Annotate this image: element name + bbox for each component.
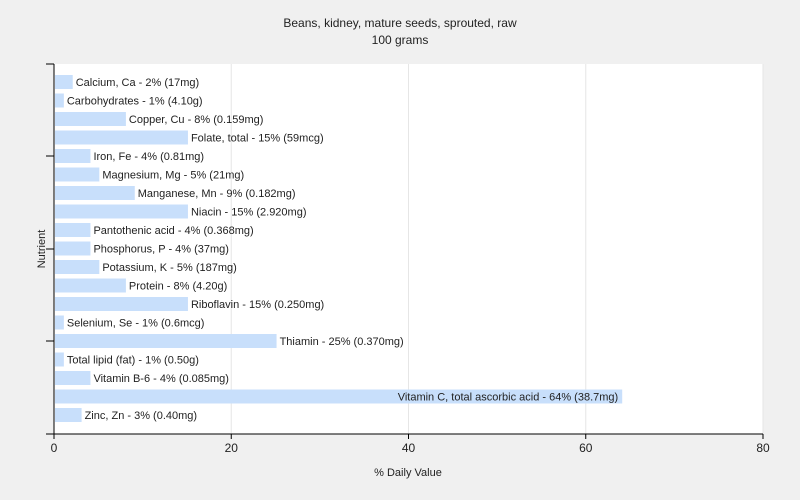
- bar: [55, 278, 126, 293]
- bar-label: Magnesium, Mg - 5% (21mg): [102, 170, 244, 182]
- x-tick-label: 60: [579, 441, 593, 455]
- bars: [55, 75, 623, 422]
- bar: [55, 130, 188, 145]
- bar: [55, 223, 91, 237]
- bar-label: Folate, total - 15% (59mcg): [191, 133, 324, 145]
- bar: [55, 334, 277, 348]
- bar-label: Niacin - 15% (2.920mg): [191, 207, 307, 219]
- chart-title: Beans, kidney, mature seeds, sprouted, r…: [283, 16, 517, 30]
- grid: [230, 64, 764, 434]
- bar: [55, 241, 91, 256]
- bar-label: Pantothenic acid - 4% (0.368mg): [93, 225, 253, 237]
- chart-subtitle: 100 grams: [372, 33, 429, 47]
- bar-labels: Calcium, Ca - 2% (17mg) Carbohydrates - 1…: [67, 77, 618, 422]
- bar: [55, 297, 188, 311]
- bar-label: Vitamin C, total ascorbic acid - 64% (38…: [398, 392, 619, 404]
- x-tick-label: 40: [402, 441, 416, 455]
- bar-label: Copper, Cu - 8% (0.159mg): [129, 114, 264, 126]
- bar: [55, 315, 64, 330]
- x-tick-label: 20: [225, 441, 239, 455]
- bar: [55, 112, 126, 126]
- bar-label: Iron, Fe - 4% (0.81mg): [93, 151, 204, 163]
- y-axis-title: Nutrient: [36, 230, 48, 269]
- bar: [55, 93, 64, 108]
- bar: [55, 75, 73, 89]
- bar-label: Calcium, Ca - 2% (17mg): [76, 77, 199, 89]
- y-ticks: [46, 63, 54, 435]
- bar-label: Selenium, Se - 1% (0.6mcg): [67, 318, 205, 330]
- bar: [55, 149, 91, 163]
- bar-label: Potassium, K - 5% (187mg): [102, 262, 237, 274]
- bar-label: Manganese, Mn - 9% (0.182mg): [138, 188, 296, 200]
- bar-label: Riboflavin - 15% (0.250mg): [191, 299, 324, 311]
- x-tick-label: 80: [756, 441, 770, 455]
- bar: [55, 186, 135, 200]
- x-tick-label: 0: [51, 441, 58, 455]
- bar: [55, 167, 100, 182]
- x-axis-title: % Daily Value: [374, 467, 442, 479]
- bar: [55, 371, 91, 385]
- bar-label: Phosphorus, P - 4% (37mg): [93, 244, 229, 256]
- bar: [55, 204, 188, 219]
- bar: [55, 260, 100, 274]
- bar: [55, 389, 623, 404]
- bar: [55, 408, 82, 422]
- bar-label: Vitamin B-6 - 4% (0.085mg): [93, 373, 229, 385]
- bar-label: Carbohydrates - 1% (4.10g): [67, 96, 203, 108]
- bar: [55, 352, 64, 367]
- bar-label: Protein - 8% (4.20g): [129, 281, 227, 293]
- x-ticks: 0 20 40 60 80: [51, 434, 770, 455]
- bar-label: Total lipid (fat) - 1% (0.50g): [67, 355, 199, 367]
- bar-label: Zinc, Zn - 3% (0.40mg): [85, 410, 197, 422]
- bar-label: Thiamin - 25% (0.370mg): [280, 336, 404, 348]
